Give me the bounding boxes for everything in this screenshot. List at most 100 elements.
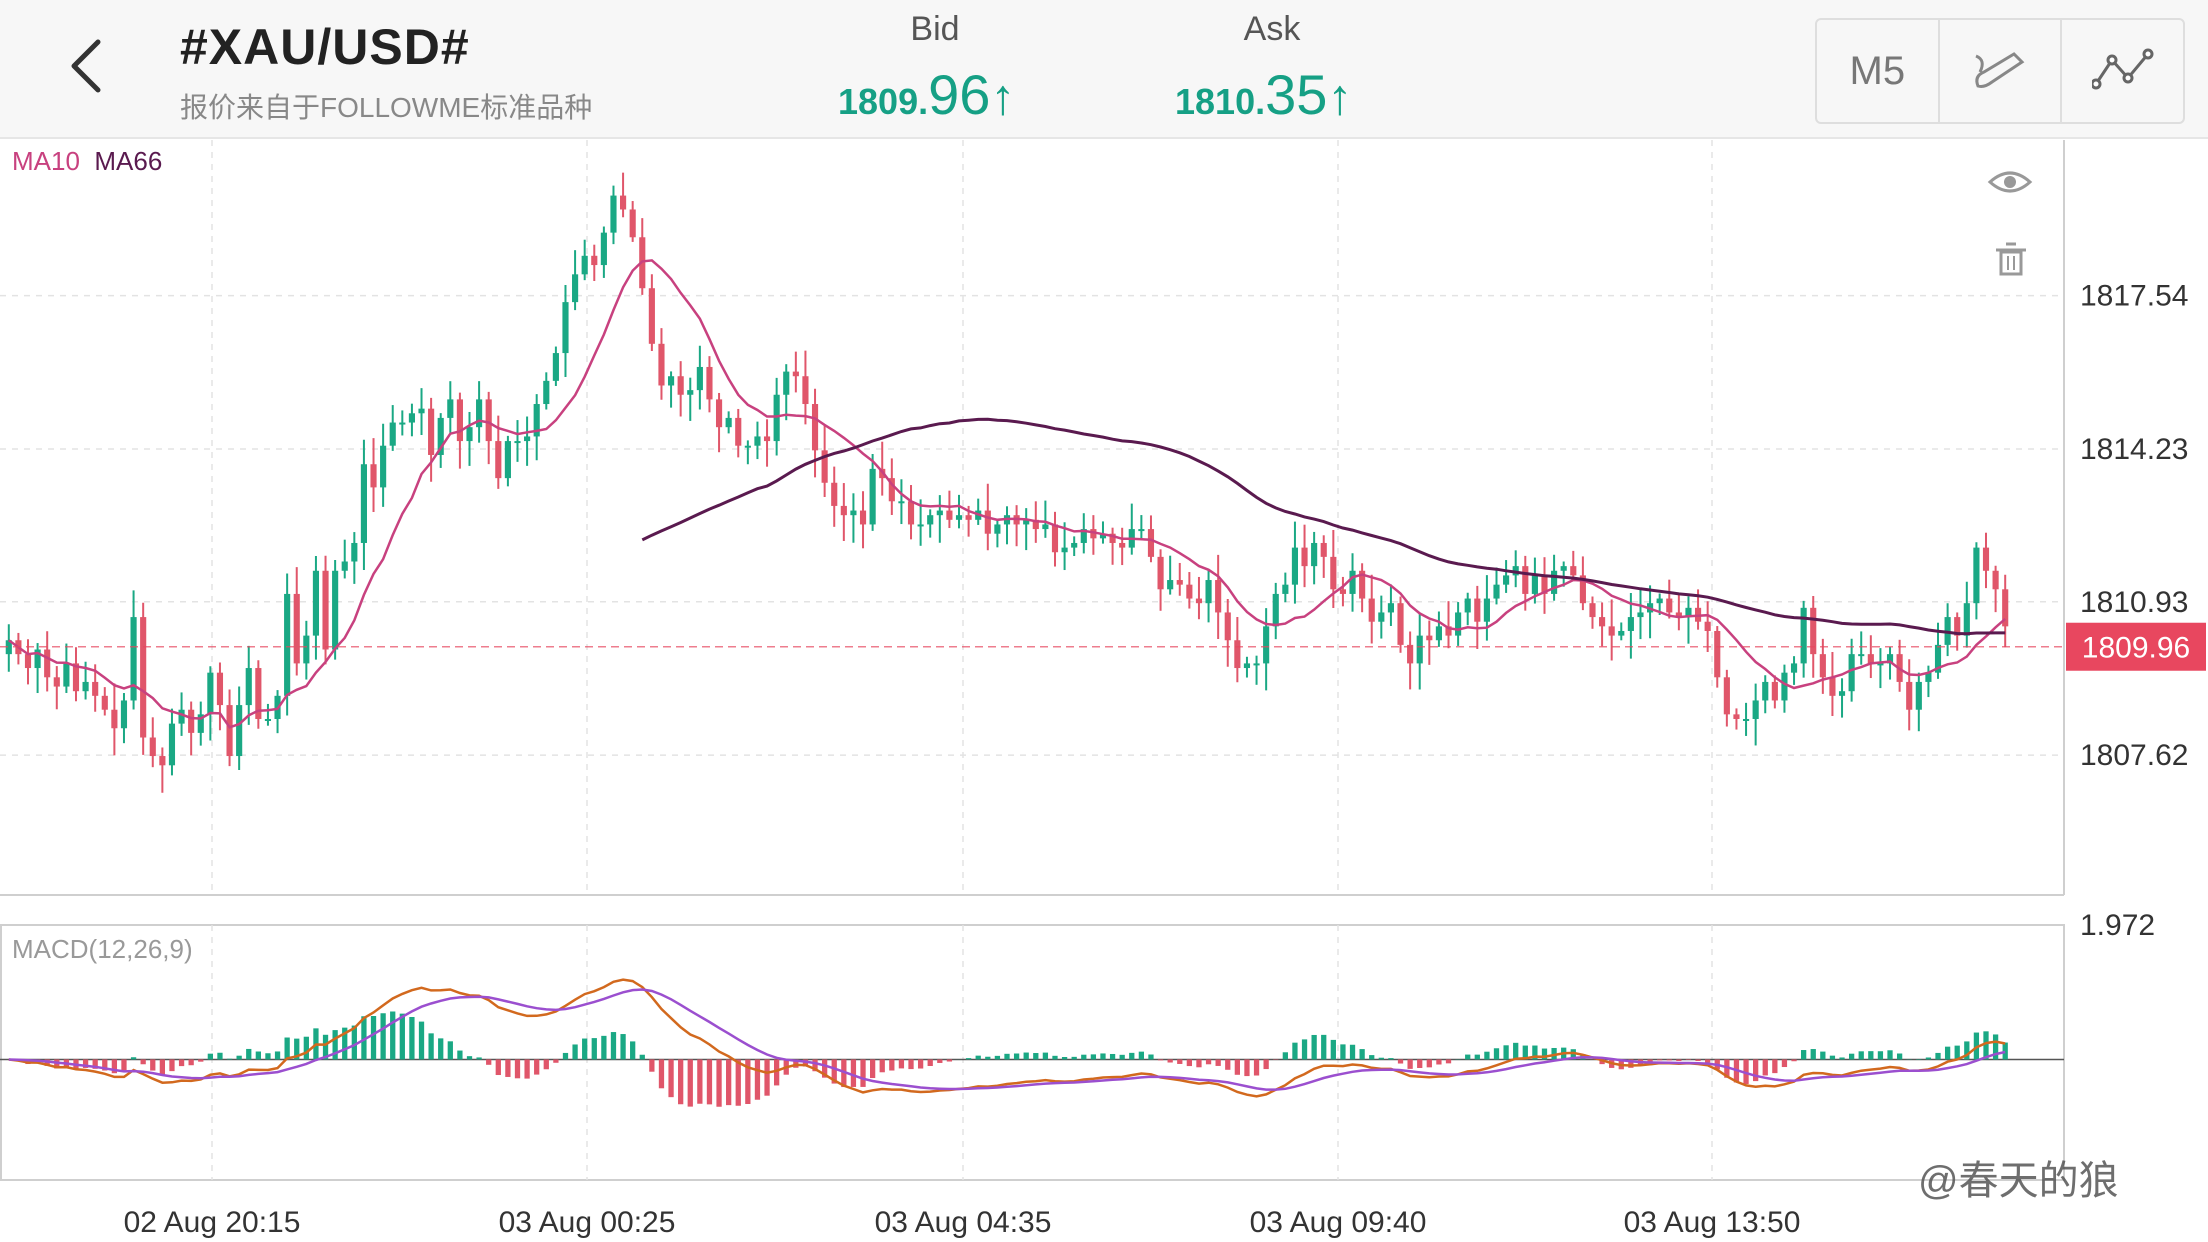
candle-body xyxy=(629,209,636,238)
candle-body xyxy=(677,376,684,395)
ma10-line xyxy=(8,259,2007,729)
candle xyxy=(524,416,531,466)
candle-body xyxy=(111,709,118,729)
top-bar: #XAU/USD# 报价来自于FOLLOWME标准品种 Bid 1809.96↑… xyxy=(0,0,2208,139)
candle xyxy=(168,708,176,776)
candle xyxy=(1589,596,1596,629)
candle-body xyxy=(1915,681,1922,710)
trash-icon[interactable] xyxy=(1996,242,2026,276)
macd-panel-frame xyxy=(0,924,2065,1181)
candle xyxy=(389,405,396,451)
back-arrow-icon[interactable] xyxy=(60,36,120,96)
candle-body xyxy=(1455,612,1462,636)
candle xyxy=(1051,511,1059,567)
candle xyxy=(1666,579,1673,619)
candle xyxy=(312,555,320,660)
candle xyxy=(744,440,751,465)
candle-body xyxy=(1263,626,1270,664)
candle-body xyxy=(600,232,607,266)
timeframe-button[interactable]: M5 xyxy=(1817,20,1940,122)
bid-label: Bid xyxy=(910,10,960,48)
candle-body xyxy=(1608,626,1615,636)
candle-body xyxy=(1234,640,1241,669)
candle xyxy=(322,555,329,665)
candle xyxy=(667,371,675,408)
candle-body xyxy=(620,195,627,210)
candle-body xyxy=(917,524,924,527)
bid-up-arrow-icon: ↑ xyxy=(990,69,1016,125)
candle xyxy=(216,662,224,731)
candle-body xyxy=(1099,533,1107,539)
candle xyxy=(1819,638,1826,694)
candle-body xyxy=(927,515,934,525)
candle-body xyxy=(332,570,339,650)
candle xyxy=(120,693,128,744)
candle-body xyxy=(370,464,377,488)
candle xyxy=(1445,601,1452,649)
candle xyxy=(1186,572,1193,609)
candle xyxy=(1013,505,1020,547)
line-indicator-icon xyxy=(2091,48,2154,90)
candle xyxy=(188,701,195,756)
candle xyxy=(1685,596,1692,644)
candle xyxy=(936,495,943,543)
candle xyxy=(1282,572,1289,603)
candle xyxy=(1963,581,1970,648)
candle-body xyxy=(1675,612,1682,618)
time-tick-label: 03 Aug 00:25 xyxy=(499,1206,676,1239)
candle xyxy=(1243,656,1251,678)
candle-body xyxy=(1733,714,1740,719)
candle xyxy=(1944,603,1951,657)
candle-body xyxy=(1541,575,1548,594)
eye-icon[interactable] xyxy=(1987,171,2033,193)
candle-body xyxy=(859,510,867,525)
ask-price: 1810.35↑ xyxy=(1175,62,1352,127)
candle-body xyxy=(1359,570,1366,599)
draw-tool-button[interactable] xyxy=(1940,20,2063,122)
candle-body xyxy=(1522,566,1529,594)
candle-body xyxy=(1838,691,1846,696)
candle xyxy=(418,388,425,435)
candle xyxy=(1752,683,1759,746)
candle-body xyxy=(955,515,963,520)
candle-body xyxy=(591,255,598,266)
bid-price: 1809.96↑ xyxy=(838,62,1015,127)
candle xyxy=(955,494,963,529)
candle-body xyxy=(648,288,655,344)
candle-body xyxy=(92,681,99,696)
candle-body xyxy=(1042,524,1049,530)
candle-body xyxy=(341,561,348,571)
candle-body xyxy=(322,570,329,650)
candle-body xyxy=(658,343,665,386)
candle-body xyxy=(1685,607,1692,618)
candle xyxy=(1435,611,1442,647)
candle xyxy=(1733,708,1740,730)
candle xyxy=(332,560,339,660)
candle-body xyxy=(1762,681,1769,701)
candle xyxy=(1867,635,1874,679)
candle xyxy=(1493,567,1500,605)
candle xyxy=(1272,582,1279,640)
candle xyxy=(293,567,300,676)
candle-body xyxy=(1858,654,1865,657)
candle xyxy=(1455,602,1462,646)
candle-body xyxy=(456,399,463,442)
ask-price-integer: 1810. xyxy=(1175,81,1266,122)
candle-body xyxy=(1493,584,1500,599)
indicator-button[interactable] xyxy=(2062,20,2183,122)
candle-body xyxy=(1339,589,1347,594)
candle xyxy=(207,666,214,741)
candle-body xyxy=(1714,630,1721,678)
candle xyxy=(533,394,540,461)
candle-body xyxy=(303,635,310,664)
candle xyxy=(149,717,156,768)
candle-body xyxy=(1800,607,1807,664)
time-tick-label: 03 Aug 04:35 xyxy=(875,1206,1052,1239)
candle-body xyxy=(5,640,12,655)
candle xyxy=(1915,672,1922,732)
candle xyxy=(1464,592,1471,626)
candle-body xyxy=(1195,598,1203,604)
candle-body xyxy=(1790,663,1798,673)
macd-panel: 1.972 xyxy=(0,909,2155,1107)
